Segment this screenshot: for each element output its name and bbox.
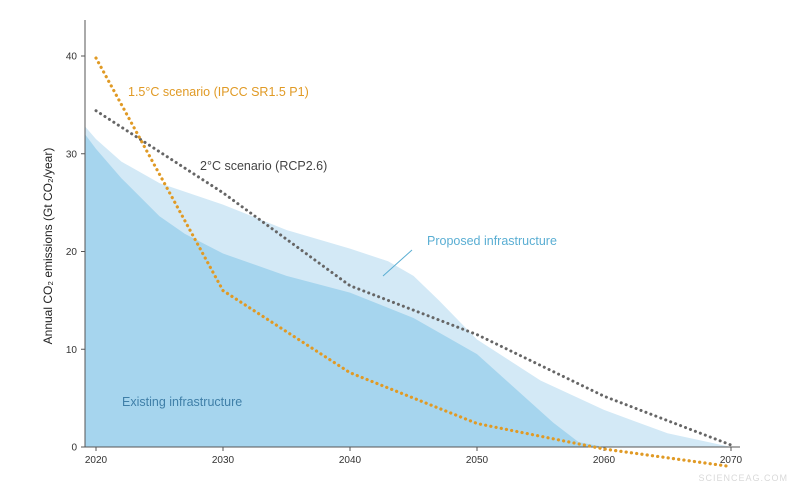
scenario-lines-layer xyxy=(94,56,733,469)
y-tick-label-40: 40 xyxy=(66,52,78,63)
annotation-1-5c-scenario: 1.5°C scenario (IPCC SR1.5 P1) xyxy=(128,85,309,99)
x-tick-label-2040: 2040 xyxy=(339,455,362,466)
series-1-5c-scenario-line xyxy=(94,56,733,469)
y-tick-label-30: 30 xyxy=(66,149,78,160)
y-tick-label-10: 10 xyxy=(66,345,78,356)
x-tick-label-2020: 2020 xyxy=(85,455,108,466)
y-tick-label-20: 20 xyxy=(66,247,78,258)
area-existing-infrastructure xyxy=(85,134,731,447)
x-tick-label-2070: 2070 xyxy=(720,455,743,466)
x-tick-label-2050: 2050 xyxy=(466,455,489,466)
watermark: SCIENCEAG.COM xyxy=(698,473,788,483)
series-2c-scenario-line xyxy=(94,109,733,447)
y-axis-label: Annual CO₂ emissions (Gt CO₂/year) xyxy=(41,148,55,345)
y-tick-label-0: 0 xyxy=(71,443,77,454)
areas-layer xyxy=(85,126,731,448)
x-tick-label-2060: 2060 xyxy=(593,455,616,466)
annotation-leader-proposed xyxy=(382,249,413,277)
annotation-existing-infrastructure: Existing infrastructure xyxy=(122,395,242,409)
x-tick-label-2030: 2030 xyxy=(212,455,235,466)
annotation-proposed-infrastructure: Proposed infrastructure xyxy=(427,234,557,248)
annotation-2c-scenario: 2°C scenario (RCP2.6) xyxy=(200,159,327,173)
